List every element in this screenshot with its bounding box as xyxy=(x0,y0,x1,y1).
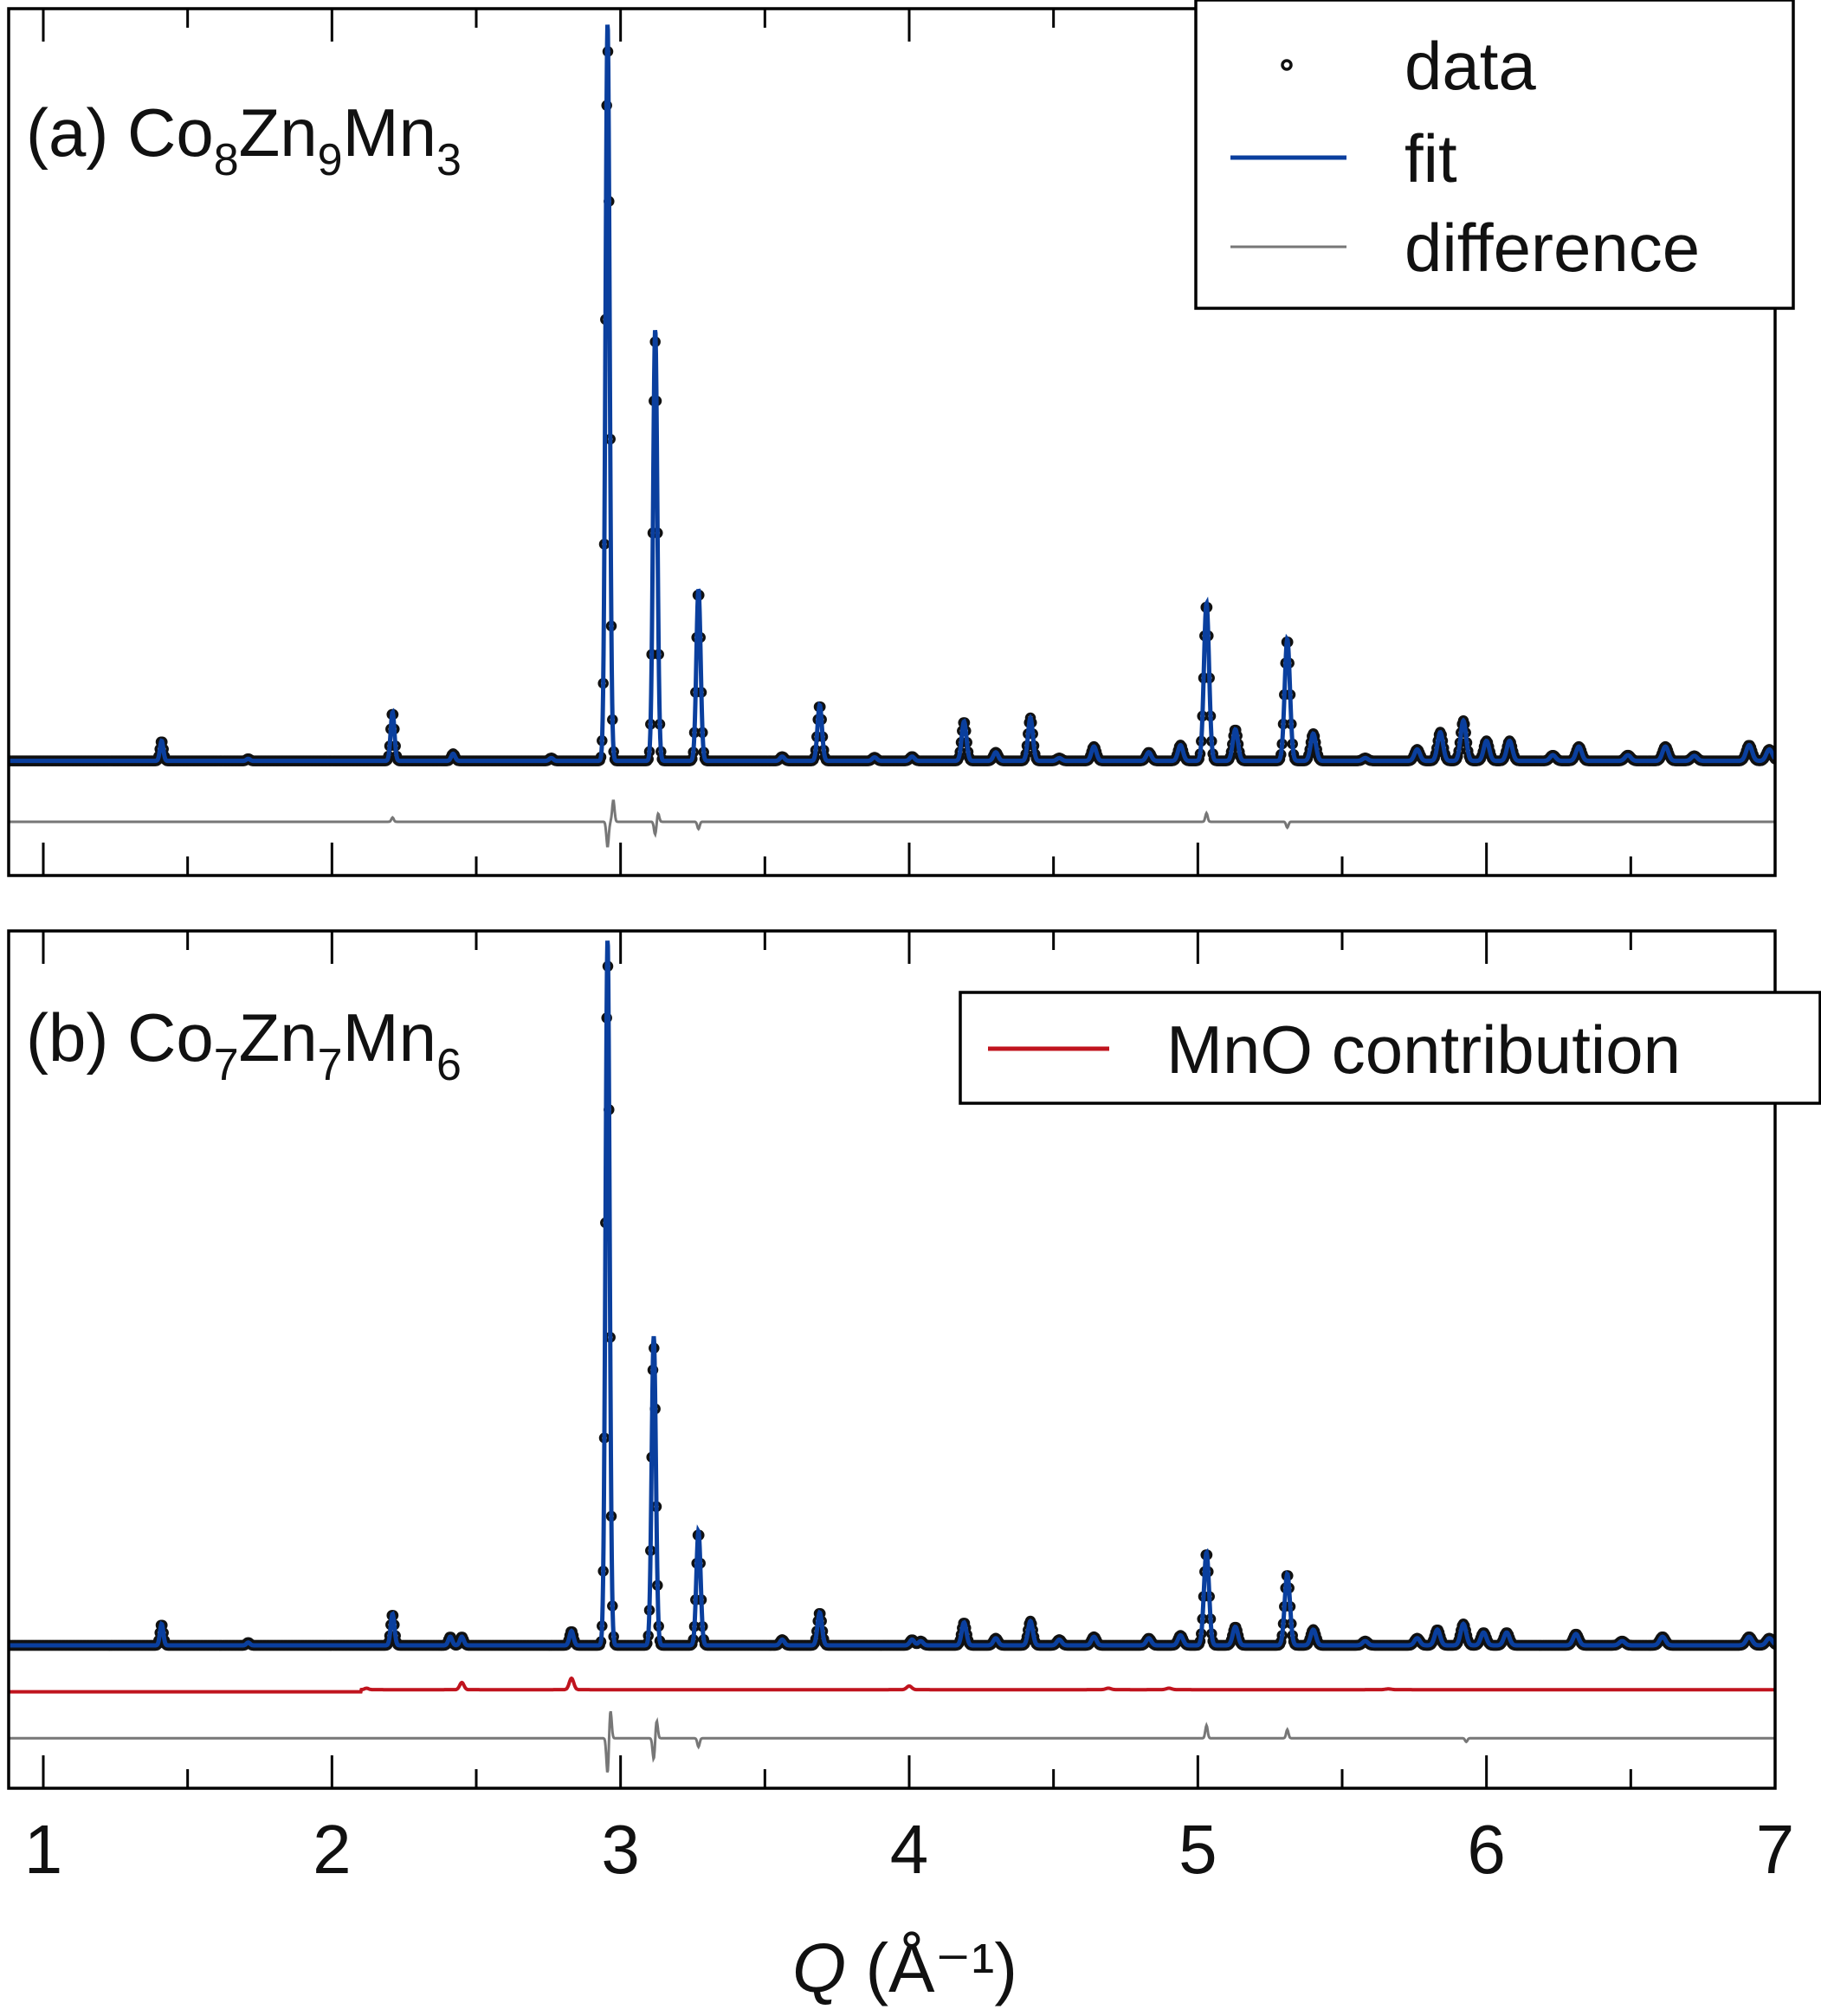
x-axis: 1 2 3 4 5 6 7 Q (Å⁻¹) xyxy=(24,1811,1795,2006)
mno-contribution-line xyxy=(9,1676,1775,1694)
panel-label: (b) Co7Zn7Mn6 xyxy=(26,999,462,1090)
x-tick-label: 5 xyxy=(1178,1811,1217,1888)
formula-subscript: 6 xyxy=(436,1040,462,1090)
formula-subscript: 7 xyxy=(318,1040,343,1090)
formula-element: Zn xyxy=(239,999,318,1076)
x-tick-label: 1 xyxy=(24,1811,63,1888)
x-axis-unit: (Å⁻¹) xyxy=(846,1929,1017,2006)
x-tick-label: 7 xyxy=(1756,1811,1795,1888)
legend: data fit difference xyxy=(1194,0,1795,310)
formula-element: Co xyxy=(127,94,214,171)
x-tick-label: 3 xyxy=(601,1811,640,1888)
legend-difference-label: difference xyxy=(1404,210,1700,286)
formula-subscript: 7 xyxy=(214,1040,239,1090)
x-axis-symbol: Q xyxy=(792,1929,846,2006)
formula-element: Co xyxy=(127,999,214,1076)
formula-element: Zn xyxy=(239,94,318,171)
fit-line xyxy=(9,24,1775,764)
formula-subscript: 9 xyxy=(318,135,343,185)
panel-label-prefix: (b) xyxy=(26,999,127,1076)
x-tick-label: 6 xyxy=(1467,1811,1506,1888)
panel-b: (b) Co7Zn7Mn6 MnO contribution xyxy=(7,929,1821,1790)
data-point xyxy=(1769,753,1775,765)
formula-element: Mn xyxy=(343,94,436,171)
panel-label: (a) Co8Zn9Mn3 xyxy=(26,94,462,185)
x-axis-label: Q (Å⁻¹) xyxy=(792,1929,1017,2006)
panel-frame xyxy=(7,7,1777,877)
legend-data-label: data xyxy=(1404,28,1536,104)
formula-subscript: 8 xyxy=(214,135,239,185)
plot-area xyxy=(9,24,1775,848)
panel-a: (a) Co8Zn9Mn3 data fit difference xyxy=(7,0,1795,877)
difference-line xyxy=(9,1710,1775,1774)
formula-element: Mn xyxy=(343,999,436,1076)
x-tick-label: 4 xyxy=(890,1811,929,1888)
legend-mno-label: MnO contribution xyxy=(1166,1011,1681,1088)
formula-subscript: 3 xyxy=(436,135,462,185)
legend: MnO contribution xyxy=(959,991,1821,1105)
legend-box xyxy=(1194,0,1795,310)
panel-label-prefix: (a) xyxy=(26,94,127,171)
legend-fit-label: fit xyxy=(1404,120,1457,197)
plot-area xyxy=(9,940,1775,1774)
difference-line xyxy=(9,799,1775,848)
x-tick-label: 2 xyxy=(313,1811,352,1888)
legend-data-marker xyxy=(1281,59,1293,71)
